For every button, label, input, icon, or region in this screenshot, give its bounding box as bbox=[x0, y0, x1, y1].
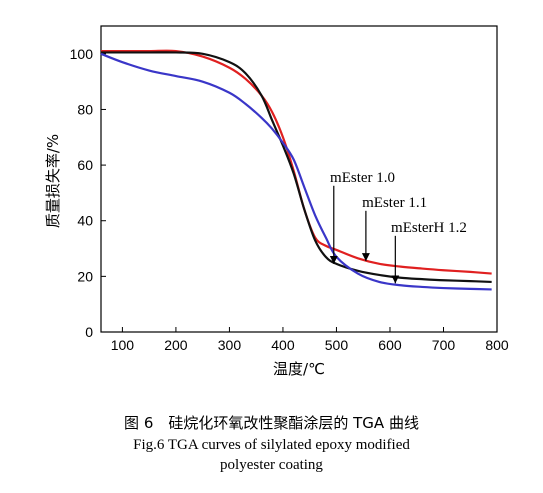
series-line-2 bbox=[101, 51, 492, 284]
annotation-label-3: mEsterH 1.2 bbox=[391, 220, 467, 236]
x-axis-title: 温度/℃ bbox=[273, 360, 325, 378]
figure-caption-english-line1: Fig.6 TGA curves of silylated epoxy modi… bbox=[133, 437, 410, 453]
y-tick-label-0: 0 bbox=[85, 324, 93, 340]
x-tick-label-800: 800 bbox=[485, 337, 509, 353]
x-tick-label-600: 600 bbox=[378, 337, 402, 353]
annotation-label-2: mEster 1.1 bbox=[362, 195, 427, 211]
y-tick-label-20: 20 bbox=[77, 268, 93, 284]
figure-caption-chinese: 图 6 硅烷化环氧改性聚酯涂层的 TGA 曲线 bbox=[124, 414, 419, 432]
x-tick-label-200: 200 bbox=[164, 337, 188, 353]
x-tick-label-300: 300 bbox=[218, 337, 242, 353]
y-tick-label-40: 40 bbox=[77, 213, 93, 229]
y-tick-label-60: 60 bbox=[77, 157, 93, 173]
x-tick-label-100: 100 bbox=[111, 337, 135, 353]
series-line-3 bbox=[100, 52, 492, 291]
x-tick-label-400: 400 bbox=[271, 337, 295, 353]
y-tick-label-80: 80 bbox=[77, 101, 93, 117]
tga-chart: 100 200 300 400 500 600 700 800 0 20 40 60 80 100 mEs… bbox=[44, 25, 509, 378]
x-tick-label-500: 500 bbox=[325, 337, 349, 353]
annotation-layer: mEster 1.0 mEster 1.1 mEsterH 1.2 bbox=[329, 170, 467, 284]
plot-frame bbox=[100, 25, 498, 333]
series-line-1 bbox=[101, 49, 492, 275]
y-axis-title: 质量损失率/% bbox=[44, 134, 62, 228]
axis-ticks: 100 200 300 400 500 600 700 800 0 20 40 60 80 100 bbox=[70, 46, 509, 353]
annotation-label-1: mEster 1.0 bbox=[330, 170, 395, 186]
y-tick-label-100: 100 bbox=[70, 46, 94, 62]
figure-caption-english-line2: polyester coating bbox=[220, 457, 323, 473]
x-tick-label-700: 700 bbox=[432, 337, 456, 353]
series-layer bbox=[100, 49, 492, 291]
